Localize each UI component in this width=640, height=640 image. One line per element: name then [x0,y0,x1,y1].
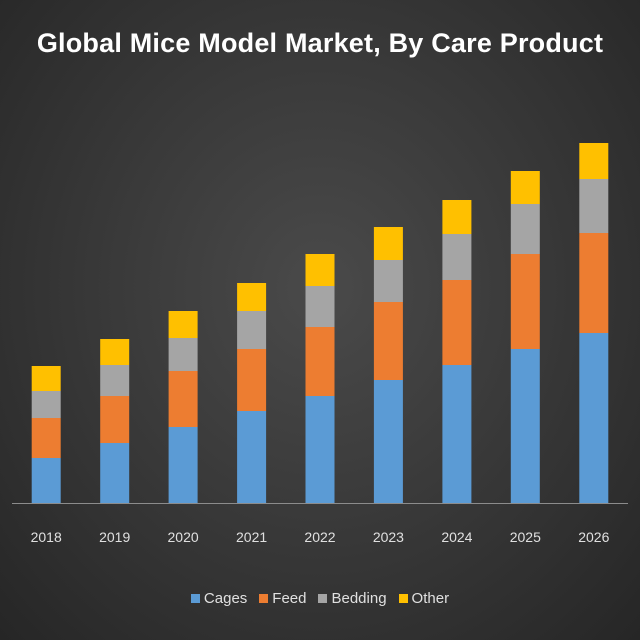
bar-bedding-2020 [168,338,198,371]
bar-other-2018 [31,366,61,391]
x-tick-label: 2019 [99,529,130,545]
legend-item-other: Other [398,590,450,607]
legend-label: Cages [203,590,248,607]
bar-cages-2018 [31,458,61,503]
legend-label: Feed [272,590,307,607]
bar-cages-2024 [442,365,472,503]
bar-cages-2019 [100,443,130,503]
bar-bedding-2022 [305,286,335,327]
bar-feed-2021 [237,349,267,411]
bar-bedding-2023 [373,260,403,302]
bar-cages-2022 [305,396,335,503]
bar-feed-2019 [100,396,130,443]
legend-item-bedding: Bedding [318,590,387,607]
bar-feed-2025 [510,254,540,349]
legend-swatch [259,594,269,603]
legend-item-feed: Feed [259,590,306,607]
bar-cages-2023 [373,380,403,503]
legend: Cages Feed Bedding Other [0,590,640,607]
chart-title: Global Mice Model Market, By Care Produc… [36,28,604,58]
bar-other-2024 [442,200,472,234]
x-tick-label: 2025 [510,529,541,545]
bar-cages-2026 [579,333,609,503]
x-tick-label: 2026 [578,529,609,545]
bar-other-2026 [579,143,609,179]
bar-other-2022 [305,254,335,286]
x-tick-label: 2022 [304,529,335,545]
legend-swatch [190,594,200,603]
bar-bedding-2021 [237,311,267,349]
bar-other-2023 [373,227,403,260]
x-tick-label: 2018 [31,529,62,545]
bar-bedding-2026 [579,179,609,233]
bar-bedding-2025 [510,204,540,254]
legend-label: Bedding [331,590,387,607]
bar-feed-2020 [168,371,198,427]
bar-cages-2021 [237,411,267,503]
x-tick-label: 2024 [441,529,472,545]
legend-label: Other [411,590,450,607]
bar-feed-2022 [305,327,335,396]
bar-other-2021 [237,283,267,311]
bar-bedding-2018 [31,391,61,418]
bar-other-2019 [100,339,130,365]
x-tick-label: 2020 [168,529,199,545]
legend-swatch [318,594,328,603]
bar-bedding-2019 [100,365,130,396]
bar-feed-2023 [373,302,403,380]
bar-feed-2018 [31,418,61,458]
legend-item-cages: Cages [190,590,248,607]
x-tick-label: 2021 [236,529,267,545]
bar-cages-2025 [510,349,540,503]
bar-cages-2020 [168,427,198,503]
bar-other-2020 [168,311,198,338]
legend-swatch [398,594,408,603]
bar-feed-2026 [579,233,609,333]
bar-bedding-2024 [442,234,472,280]
x-tick-label: 2023 [373,529,404,545]
bar-other-2025 [510,171,540,204]
bar-feed-2024 [442,280,472,365]
